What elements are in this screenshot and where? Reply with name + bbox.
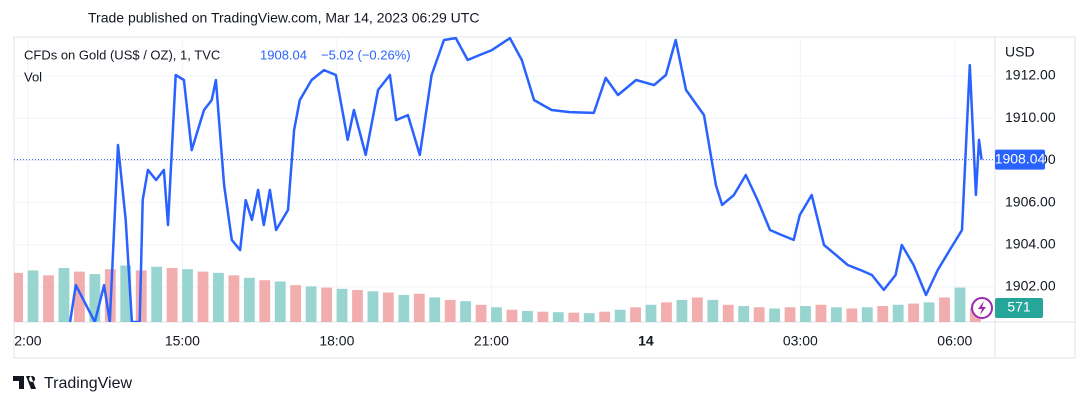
brand-name: TradingView bbox=[44, 375, 132, 392]
volume-bar bbox=[939, 297, 950, 322]
volume-bar bbox=[460, 301, 472, 322]
legend-change: −5.02 (−0.26%) bbox=[321, 47, 411, 62]
volume-bar bbox=[830, 307, 842, 322]
y-tick-label: 1904.00 bbox=[1005, 235, 1056, 251]
last-price-tag bbox=[995, 149, 1045, 170]
volume-bar bbox=[846, 308, 858, 322]
volume-bar bbox=[908, 303, 920, 322]
volume-bar bbox=[43, 275, 54, 322]
x-tick-label: 14 bbox=[638, 333, 654, 349]
volume-bar bbox=[614, 309, 626, 322]
volume-bar bbox=[367, 291, 379, 322]
volume-bar bbox=[954, 287, 966, 322]
x-tick-label: 15:00 bbox=[165, 333, 200, 349]
volume-bar bbox=[691, 297, 703, 322]
volume-title: Vol bbox=[24, 69, 42, 84]
volume-bar bbox=[151, 266, 163, 322]
volume-bar bbox=[738, 306, 750, 322]
volume-bar bbox=[321, 287, 332, 322]
volume-bar bbox=[861, 307, 873, 322]
volume-bar bbox=[182, 269, 193, 322]
volume-bar bbox=[800, 306, 811, 322]
volume-bar bbox=[352, 290, 363, 322]
last-price-label: 1908.04 bbox=[995, 150, 1046, 166]
volume-tag bbox=[995, 298, 1043, 318]
volume-bar bbox=[166, 267, 178, 322]
volume-bar bbox=[274, 281, 286, 322]
volume-bar bbox=[661, 302, 672, 322]
volume-bar bbox=[213, 272, 224, 322]
volume-bar bbox=[27, 270, 39, 322]
y-tick-label: 1906.00 bbox=[1005, 193, 1056, 209]
volume-bar bbox=[630, 307, 641, 322]
volume-bar bbox=[583, 313, 595, 322]
volume-bar bbox=[815, 304, 827, 322]
volume-bar bbox=[537, 311, 549, 322]
volume-bar bbox=[120, 265, 132, 322]
alert-icon-bolt bbox=[978, 301, 986, 315]
volume-bar bbox=[382, 292, 394, 322]
volume-bar bbox=[398, 294, 410, 322]
volume-bar bbox=[475, 304, 487, 322]
volume-bar bbox=[599, 311, 611, 322]
volume-bar bbox=[753, 307, 765, 322]
y-tick-label: 1910.00 bbox=[1005, 109, 1056, 125]
volume-bar bbox=[73, 271, 85, 322]
volume-bar bbox=[722, 304, 734, 322]
volume-bar bbox=[707, 299, 719, 322]
labels: 1902.001904.001906.001908.001910.001912.… bbox=[14, 67, 1056, 349]
volume-bar bbox=[197, 271, 209, 322]
brand-logo bbox=[13, 376, 36, 389]
volume-bar bbox=[506, 309, 518, 322]
volume-bar bbox=[676, 299, 688, 322]
volume-bar bbox=[923, 302, 935, 322]
volume-bar bbox=[259, 280, 271, 322]
volume-bar bbox=[769, 308, 781, 322]
symbol-title: CFDs on Gold (US$ / OZ), 1, TVC bbox=[24, 47, 220, 62]
volume-bar bbox=[413, 293, 425, 322]
volume-bar bbox=[228, 275, 240, 322]
legend-last: 1908.04 bbox=[260, 47, 307, 62]
volume-bar bbox=[645, 304, 657, 322]
x-tick-label: 2:00 bbox=[14, 333, 41, 349]
volume-bar bbox=[877, 306, 889, 322]
volume-bars bbox=[14, 265, 981, 322]
volume-bar bbox=[58, 267, 70, 322]
price-line-group bbox=[14, 37, 995, 322]
volume-bar bbox=[429, 297, 441, 322]
x-tick-label: 18:00 bbox=[319, 333, 354, 349]
volume-bar bbox=[552, 312, 564, 322]
x-tick-label: 06:00 bbox=[937, 333, 972, 349]
volume-bar bbox=[444, 299, 456, 322]
frame bbox=[13, 36, 1076, 359]
x-tick-label: 21:00 bbox=[474, 333, 509, 349]
y-tick-label: 1912.00 bbox=[1005, 67, 1056, 83]
volume-bar bbox=[568, 312, 580, 322]
volume-bar bbox=[522, 310, 533, 322]
volume-bar bbox=[243, 277, 255, 322]
volume-bar bbox=[892, 304, 904, 322]
x-tick-label: 03:00 bbox=[783, 333, 818, 349]
volume-bar bbox=[491, 307, 502, 322]
header-title: Trade published on TradingView.com, Mar … bbox=[88, 10, 479, 26]
volume-bar bbox=[290, 285, 302, 322]
volume-bar bbox=[305, 286, 317, 322]
volume-bar bbox=[336, 288, 348, 322]
price-line bbox=[68, 37, 983, 322]
volume-bar bbox=[14, 272, 24, 322]
volume-tag-label: 571 bbox=[1007, 299, 1031, 315]
y-axis-label: USD bbox=[1005, 44, 1035, 60]
volume-bar bbox=[89, 274, 101, 322]
volume-bar bbox=[784, 307, 796, 322]
y-tick-label: 1902.00 bbox=[1005, 278, 1056, 294]
